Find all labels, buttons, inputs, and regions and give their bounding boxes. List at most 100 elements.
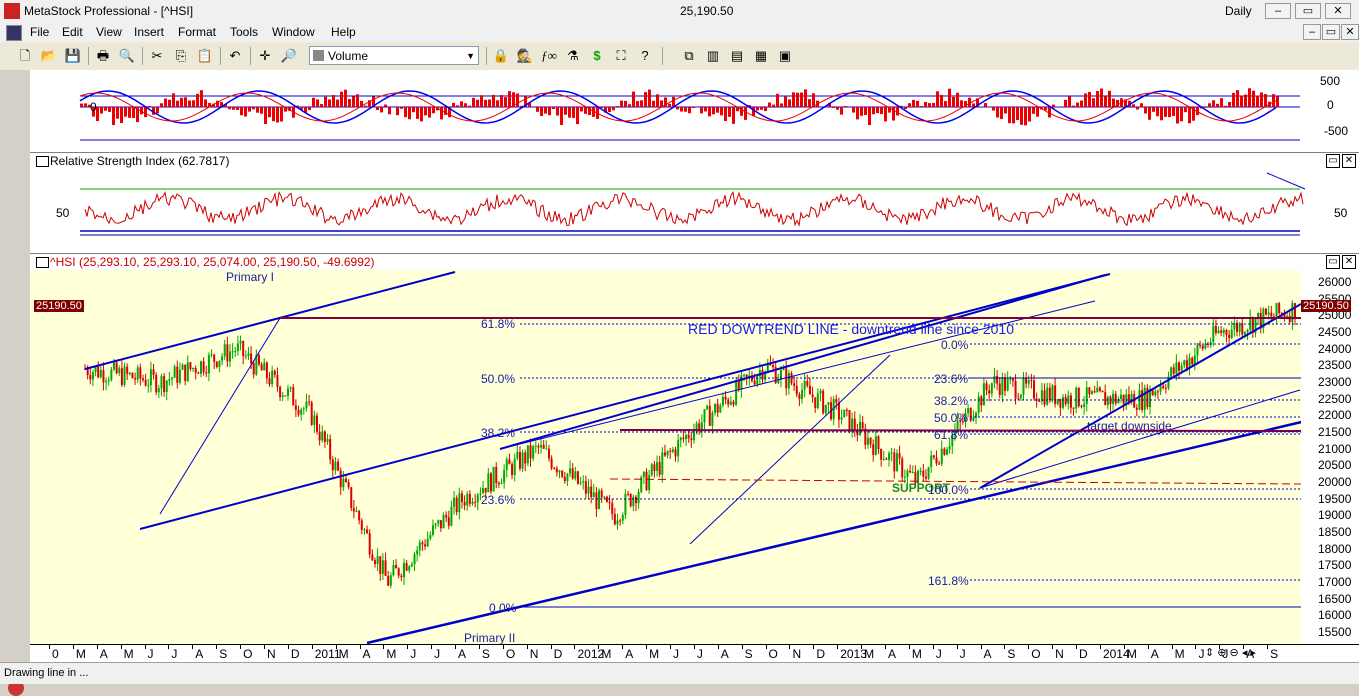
tile-vertical-icon[interactable]: ▥: [704, 47, 722, 65]
paste-icon[interactable]: 📋: [196, 47, 214, 65]
price-bar-body: [250, 354, 252, 363]
price-tick-label: 21500: [1318, 425, 1351, 439]
macd-histogram-bar: [760, 107, 763, 110]
price-bar-body: [899, 453, 901, 458]
print-icon[interactable]: 🖶: [94, 47, 112, 65]
close-button[interactable]: ✕: [1325, 3, 1351, 19]
system-tester-icon[interactable]: $: [588, 47, 606, 65]
help-pointer-icon[interactable]: ?: [636, 47, 654, 65]
price-bar-body: [1102, 391, 1104, 392]
macd-histogram-bar: [500, 95, 503, 107]
rsi-pane[interactable]: 50 50: [30, 169, 1359, 251]
print-preview-icon[interactable]: 🔍: [118, 47, 136, 65]
macd-histogram-bar: [1092, 98, 1095, 107]
rsi-left-tick: 50: [56, 206, 69, 220]
macd-histogram-bar: [1000, 107, 1003, 119]
mdi-restore-button[interactable]: ▭: [1322, 24, 1340, 40]
copy-icon[interactable]: ⎘: [172, 47, 190, 65]
price-bar-body: [390, 575, 392, 585]
rsi-right-tick: 50: [1334, 206, 1347, 220]
arrange-icon[interactable]: ▣: [776, 47, 794, 65]
price-bar-body: [1030, 380, 1032, 381]
price-bar-body: [221, 356, 223, 360]
crosshair-icon[interactable]: ✛: [256, 47, 274, 65]
cut-icon[interactable]: ✂: [148, 47, 166, 65]
menu-insert[interactable]: Insert: [134, 25, 164, 39]
menu-format[interactable]: Format: [178, 25, 216, 39]
date-axis-label: O: [769, 647, 778, 661]
menu-window[interactable]: Window: [272, 25, 315, 39]
pane-menu-icon[interactable]: [36, 257, 49, 268]
formula-icon[interactable]: ƒ∞: [540, 47, 558, 65]
price-bar-body: [846, 410, 848, 411]
pane-menu-icon[interactable]: [36, 156, 49, 167]
price-bar-body: [150, 369, 152, 385]
price-bar-body: [195, 368, 197, 373]
date-axis-label: N: [792, 647, 801, 661]
price-bar-body: [646, 472, 648, 490]
price-bar-body: [1196, 345, 1198, 356]
minimize-button[interactable]: –: [1265, 3, 1291, 19]
rally-line: [690, 355, 890, 544]
macd-histogram-bar: [844, 106, 847, 107]
axis-tool-icons[interactable]: ⇕ ⊕ ⊖ ◂ ▸: [1205, 646, 1256, 659]
date-axis-label: N: [530, 647, 539, 661]
explorer-icon[interactable]: ⚗: [564, 47, 582, 65]
price-bar-body: [461, 493, 463, 502]
macd-histogram-bar: [1276, 97, 1279, 107]
menu-tools[interactable]: Tools: [230, 25, 258, 39]
price-bar-body: [569, 468, 571, 473]
cascade-icon[interactable]: ⧉: [680, 47, 698, 65]
price-bar-body: [893, 453, 895, 472]
date-axis-label: A: [888, 647, 896, 661]
date-axis-label: M: [76, 647, 86, 661]
annotation-red-downtrend: RED DOWTREND LINE - downtrend line since…: [688, 321, 1014, 337]
maximize-button[interactable]: ▭: [1295, 3, 1321, 19]
menu-edit[interactable]: Edit: [62, 25, 83, 39]
mdi-close-button[interactable]: ✕: [1341, 24, 1359, 40]
menu-view[interactable]: View: [96, 25, 122, 39]
menu-help[interactable]: Help: [331, 25, 356, 39]
price-bar-body: [1022, 377, 1024, 394]
price-bar-body: [648, 475, 650, 490]
macd-histogram-bar: [160, 103, 163, 107]
price-close-button[interactable]: ✕: [1342, 255, 1356, 269]
lock-icon[interactable]: 🔒: [492, 47, 510, 65]
rsi-close-button[interactable]: ✕: [1342, 154, 1356, 168]
date-axis-tick: [1172, 645, 1173, 649]
indicator-select[interactable]: Volume ▼: [309, 46, 479, 65]
date-axis-label: A: [625, 647, 633, 661]
expert-advisor-icon[interactable]: 🕵: [516, 47, 534, 65]
zoom-icon[interactable]: 🔎: [280, 47, 298, 65]
price-bar-body: [240, 341, 242, 343]
rsi-maximize-button[interactable]: ▭: [1326, 154, 1340, 168]
macd-histogram-bar: [1260, 92, 1263, 107]
price-bar-body: [870, 438, 872, 445]
binoculars-icon[interactable]: ⛶: [612, 47, 630, 65]
price-bar-body: [938, 464, 940, 465]
toolbar-separator: [88, 47, 89, 65]
macd-histogram-bar: [1176, 107, 1179, 124]
price-tick-label: 23000: [1318, 375, 1351, 389]
tile-grid-icon[interactable]: ▦: [752, 47, 770, 65]
new-icon[interactable]: 🗋: [16, 47, 34, 65]
price-bar-body: [224, 344, 226, 356]
mdi-minimize-button[interactable]: –: [1303, 24, 1321, 40]
fib-right-618: 61.8%: [934, 428, 968, 442]
price-bar-body: [922, 471, 924, 477]
macd-pane[interactable]: 0 500 0 -500: [30, 70, 1359, 152]
menu-file[interactable]: File: [30, 25, 49, 39]
price-maximize-button[interactable]: ▭: [1326, 255, 1340, 269]
open-icon[interactable]: 📂: [40, 47, 58, 65]
price-bar-body: [946, 449, 948, 454]
tile-horizontal-icon[interactable]: ▤: [728, 47, 746, 65]
price-bar-body: [664, 452, 666, 455]
undo-icon[interactable]: ↶: [226, 47, 244, 65]
macd-histogram-bar: [860, 107, 863, 116]
doc-icon[interactable]: [6, 25, 22, 41]
price-bar-body: [1020, 395, 1022, 399]
price-bar-body: [519, 452, 521, 469]
macd-histogram-bar: [744, 107, 747, 120]
save-icon[interactable]: 💾: [64, 47, 82, 65]
